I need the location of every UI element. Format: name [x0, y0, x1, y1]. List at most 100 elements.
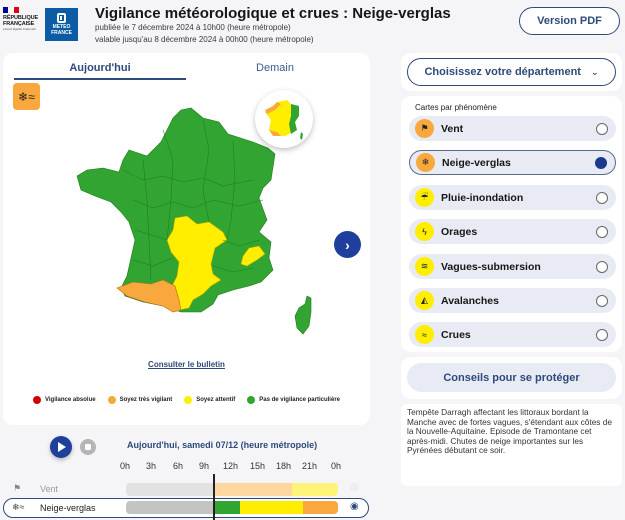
legend-label: Soyez attentif — [196, 397, 236, 403]
tab-today[interactable]: Aujourd'hui — [14, 62, 186, 80]
phenomenon-label: Avalanches — [441, 294, 499, 307]
timeline-row-neige-verglas[interactable]: ❄≈ Neige-verglas ◉ — [3, 498, 369, 518]
snow-ice-icon: ❄≈ — [13, 83, 40, 110]
phenomenon-label: Vagues-submersion — [441, 260, 541, 273]
mini-map-tomorrow[interactable] — [255, 90, 313, 148]
timeline-title: Aujourd'hui, samedi 07/12 (heure métropo… — [127, 440, 318, 450]
rf-name: RÉPUBLIQUE FRANÇAISE — [3, 15, 39, 27]
chevron-down-icon: ⌄ — [590, 66, 599, 77]
legend-item-orange: Soyez très vigilant — [107, 396, 173, 404]
hour-label: 21h — [302, 461, 318, 471]
wind-icon: ⚑ — [415, 119, 434, 138]
waves-icon: ≋ — [415, 257, 434, 276]
phenomenon-pluie-inondation[interactable]: ☔ Pluie-inondation — [409, 185, 616, 210]
neige-timeline-bar — [126, 501, 338, 514]
eye-off-icon[interactable]: ◎ — [350, 482, 359, 493]
vent-timeline-bar — [126, 483, 338, 496]
legend-item-yellow: Soyez attentif — [184, 396, 235, 404]
version-pdf-button[interactable]: Version PDF — [519, 7, 620, 35]
department-select[interactable]: Choisissez votre département ⌄ — [407, 58, 616, 86]
page-title: Vigilance météorologique et crues : Neig… — [95, 5, 451, 22]
rain-flood-icon: ☔ — [415, 188, 434, 207]
phenomenon-label: Pluie-inondation — [441, 191, 524, 204]
meteo-france-logo[interactable]: METEO FRANCE — [45, 8, 78, 41]
phenomenon-label: Neige-verglas — [442, 156, 511, 169]
hour-label: 12h — [223, 461, 239, 471]
stop-button[interactable] — [80, 439, 96, 455]
snow-ice-icon: ❄≈ — [12, 502, 25, 512]
green-dot-icon — [247, 396, 256, 404]
bulletin-summary: Tempête Darragh affectant les littoraux … — [401, 404, 622, 486]
radio-avalanches[interactable] — [596, 294, 608, 307]
legend-label: Soyez très vigilant — [119, 397, 173, 403]
hour-label: 18h — [276, 461, 292, 471]
phenomena-card: Cartes par phénomène ⚑ Vent ❄ Neige-verg… — [401, 96, 622, 352]
hour-label: 9h — [199, 461, 210, 471]
row-label: Vent — [40, 484, 59, 494]
france-vigilance-map[interactable] — [63, 90, 323, 340]
yellow-dot-icon — [184, 396, 193, 404]
legend-label: Vigilance absolue — [45, 397, 96, 403]
radio-crues[interactable] — [596, 328, 608, 341]
hour-label: 6h — [173, 461, 184, 471]
phenomenon-label: Vent — [441, 122, 464, 135]
wind-icon: ⚑ — [13, 483, 22, 493]
header: RÉPUBLIQUE FRANÇAISE Liberté Égalité Fra… — [0, 0, 625, 48]
hour-label: 3h — [146, 461, 157, 471]
phenomenon-label: Crues — [441, 328, 471, 341]
map-orange-zone[interactable] — [116, 279, 182, 313]
valid-until: valable jusqu'au 8 décembre 2024 à 00h00… — [95, 35, 314, 44]
radio-neige-verglas[interactable] — [595, 156, 607, 169]
tab-tomorrow[interactable]: Demain — [256, 62, 294, 74]
red-dot-icon — [33, 396, 41, 404]
phenomenon-label: Orages — [441, 225, 478, 238]
flag-icon — [3, 7, 19, 13]
rf-motto: Liberté Égalité Fraternité — [3, 27, 36, 31]
consult-bulletin-link[interactable]: Consulter le bulletin — [148, 360, 225, 369]
vigilance-legend: Vigilance absolue Soyez très vigilant So… — [33, 396, 352, 404]
radio-orages[interactable] — [596, 225, 608, 238]
timeline-row-vent[interactable]: ⚑ Vent ◎ — [8, 480, 370, 498]
phenomenon-neige-verglas[interactable]: ❄ Neige-verglas — [409, 150, 616, 175]
eye-icon[interactable]: ◉ — [350, 501, 359, 512]
phenomena-header: Cartes par phénomène — [415, 103, 497, 112]
row-label: Neige-verglas — [40, 503, 96, 513]
department-card: Choisissez votre département ⌄ — [401, 53, 622, 91]
republique-francaise-logo: RÉPUBLIQUE FRANÇAISE Liberté Égalité Fra… — [3, 7, 43, 32]
radio-vagues-submersion[interactable] — [596, 260, 608, 273]
map-card: Aujourd'hui Demain ❄≈ — [3, 53, 370, 425]
hour-label: 0h — [331, 461, 342, 471]
lightning-icon: ϟ — [415, 222, 434, 241]
meteo-france-icon — [57, 13, 66, 23]
radio-pluie-inondation[interactable] — [596, 191, 608, 204]
phenomenon-orages[interactable]: ϟ Orages — [409, 219, 616, 244]
next-map-button[interactable]: › — [334, 231, 361, 258]
conseils-card: Conseils pour se protéger — [401, 357, 622, 399]
play-button[interactable] — [50, 436, 72, 458]
radio-vent[interactable] — [596, 122, 608, 135]
department-borders — [122, 119, 264, 281]
phenomenon-vent[interactable]: ⚑ Vent — [409, 116, 616, 141]
timeline-cursor[interactable] — [213, 474, 215, 520]
avalanche-icon: ◭ — [415, 291, 434, 310]
legend-item-green: Pas de vigilance particulière — [247, 396, 340, 404]
phenomenon-avalanches[interactable]: ◭ Avalanches — [409, 288, 616, 313]
phenomenon-vagues-submersion[interactable]: ≋ Vagues-submersion — [409, 254, 616, 279]
map-yellow-alps[interactable] — [240, 245, 266, 267]
legend-label: Pas de vigilance particulière — [259, 397, 340, 403]
hour-label: 0h — [120, 461, 131, 471]
department-select-label: Choisissez votre département — [424, 66, 581, 78]
flood-icon: ≈ — [415, 325, 434, 344]
conseils-button[interactable]: Conseils pour se protéger — [407, 363, 616, 392]
orange-dot-icon — [107, 396, 116, 404]
mf-name: METEO FRANCE — [51, 24, 72, 36]
map-corsica[interactable] — [294, 295, 312, 335]
published-date: publiée le 7 décembre 2024 à 10h00 (heur… — [95, 23, 291, 32]
legend-item-red: Vigilance absolue — [33, 396, 96, 404]
chevron-right-icon: › — [345, 236, 350, 253]
map-yellow-zone[interactable] — [166, 215, 228, 311]
snow-ice-icon: ❄ — [416, 153, 435, 172]
hour-label: 15h — [250, 461, 266, 471]
phenomenon-crues[interactable]: ≈ Crues — [409, 322, 616, 347]
mini-france-map — [265, 100, 303, 140]
